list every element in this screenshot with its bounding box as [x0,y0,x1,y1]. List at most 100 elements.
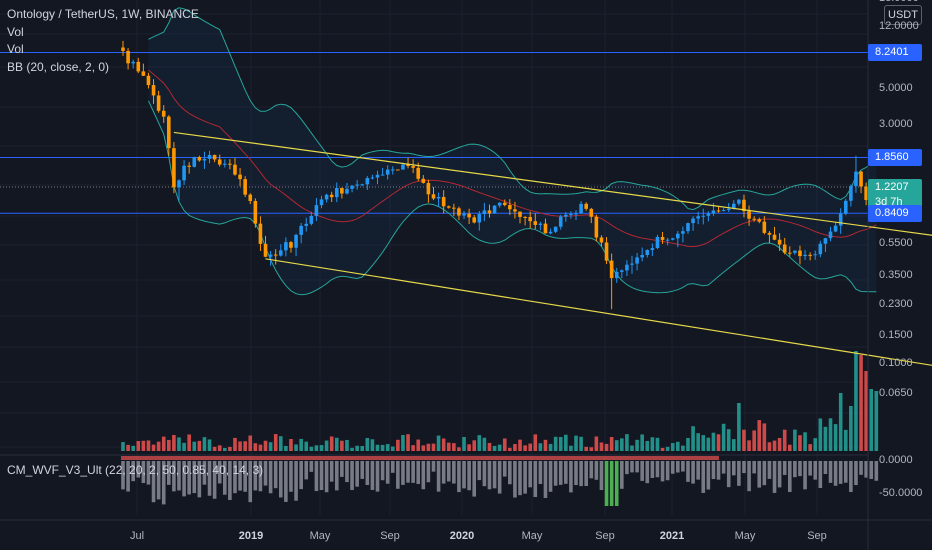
candle-body [207,154,212,159]
wvf-bar [701,461,706,493]
price-tick-label: 18.0000 [879,0,919,4]
candle [543,218,548,234]
candle-body [360,184,365,186]
candle [441,190,446,214]
volume-bar [248,435,253,451]
wvf-bar [172,461,176,492]
wvf-bar [482,461,487,487]
volume-bar [309,446,314,451]
volume-bar [228,446,232,451]
volume-bar [502,438,507,451]
wvf-bar [849,461,853,492]
volume-bar [686,437,690,451]
candle-body [609,260,614,279]
candle-body [706,213,711,216]
volume-bar [136,441,141,451]
candle-body [212,154,217,160]
candle-body [660,236,665,240]
candle [553,226,558,234]
currency-button[interactable]: USDT [884,5,922,25]
candle [584,202,588,211]
candle [620,269,624,279]
indicator-volume-2[interactable]: Vol [7,42,24,56]
volume-bar [126,444,130,451]
trendline-lower [265,258,932,366]
candle-body [380,174,385,176]
candle-body [233,164,237,175]
volume-bar [691,426,695,451]
volume-bar [625,434,629,451]
volume-bar [599,442,604,451]
candle-body [696,216,700,219]
volume-bar [630,445,634,451]
candle [533,213,538,230]
wvf-bar [411,461,415,483]
candle [854,155,858,193]
wvf-bar [467,461,471,491]
bollinger-lower [147,100,877,296]
volume-bar [365,437,370,451]
candle-body [711,210,716,214]
candle-body [737,199,741,204]
wvf-bar [131,461,135,482]
volume-bar [609,437,614,451]
wvf-bar [304,461,309,480]
symbol-title[interactable]: Ontology / TetherUS, 1W, BINANCE [7,7,199,21]
candle [406,157,410,169]
wvf-bar [772,461,777,493]
volume-bar [726,429,731,451]
candle [462,210,466,220]
wvf-bar [263,461,268,486]
wvf-bar [533,461,538,498]
volume-bar [436,435,441,451]
volume-bar [518,439,522,451]
candle-body [334,188,339,198]
candle-body [156,95,161,111]
time-tick-label: 2021 [659,530,685,542]
volume-bar [721,423,726,451]
wvf-bar [421,461,426,490]
candle-body [838,213,843,226]
candle [589,207,594,224]
volume-bar [278,436,283,451]
candle-body [691,218,695,224]
volume-bar [854,351,858,451]
candle [233,157,237,176]
candle [849,184,853,207]
indicator-bollinger[interactable]: BB (20, close, 2, 0) [7,59,110,74]
candle [146,72,151,89]
candle-body [803,254,807,257]
candle-body [385,169,390,175]
candle [681,226,685,243]
oscillator-label[interactable]: CM_WVF_V3_Ult (22, 20, 2, 50, 0.85, 40, … [7,463,264,477]
candle [396,169,400,171]
price-tick-label: 12.0000 [879,20,919,33]
wvf-bar [212,461,217,499]
wvf-bar [614,461,619,506]
volume-bar [426,443,431,451]
candle-body [238,174,242,180]
indicator-volume-1[interactable]: Vol [7,24,24,39]
time-tick-label: May [521,530,543,542]
volume-bar [640,434,644,451]
wvf-bar [803,461,807,490]
wvf-bar [161,461,166,505]
volume-bar [548,443,553,451]
wvf-bar [492,461,497,489]
candle-body [548,231,553,234]
candle [645,249,650,258]
volume-bar [131,445,135,451]
candle-body [843,200,848,214]
candle [640,247,644,262]
wvf-bar [431,461,436,472]
candle [828,226,833,242]
wvf-bar [630,461,634,473]
candle [676,230,680,248]
candle [502,199,507,207]
candle-body [502,202,507,206]
candle [334,182,339,203]
candle [655,234,660,250]
volume-bar [874,391,879,451]
wvf-bar [518,461,522,496]
